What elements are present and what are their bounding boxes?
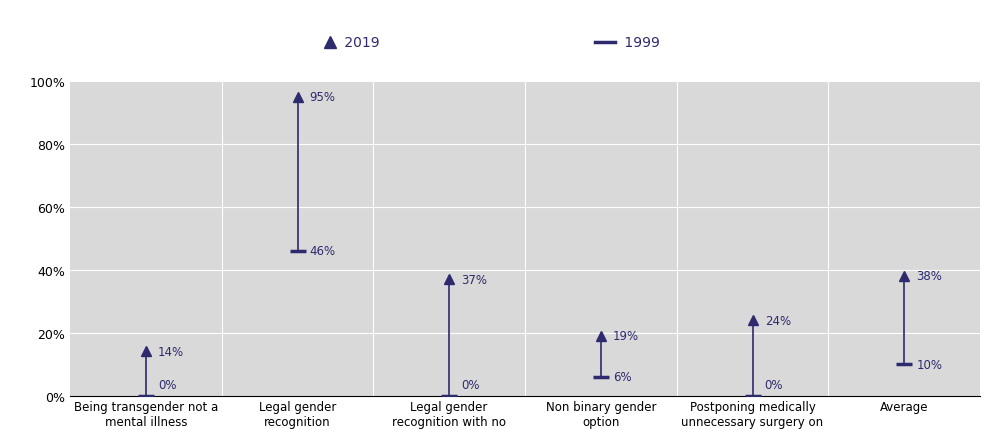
- Text: 0%: 0%: [461, 378, 480, 391]
- Text: 38%: 38%: [916, 270, 942, 283]
- Text: 10%: 10%: [916, 358, 942, 371]
- Text: 0%: 0%: [158, 378, 176, 391]
- Text: 95%: 95%: [310, 91, 336, 104]
- Text: 6%: 6%: [613, 370, 632, 383]
- Text: 1999: 1999: [620, 36, 660, 49]
- Text: 14%: 14%: [158, 345, 184, 358]
- Text: 46%: 46%: [310, 245, 336, 258]
- Text: 0%: 0%: [765, 378, 783, 391]
- Text: 37%: 37%: [461, 273, 487, 286]
- Text: 2019: 2019: [340, 36, 380, 49]
- Text: 19%: 19%: [613, 329, 639, 342]
- Text: 24%: 24%: [765, 314, 791, 327]
